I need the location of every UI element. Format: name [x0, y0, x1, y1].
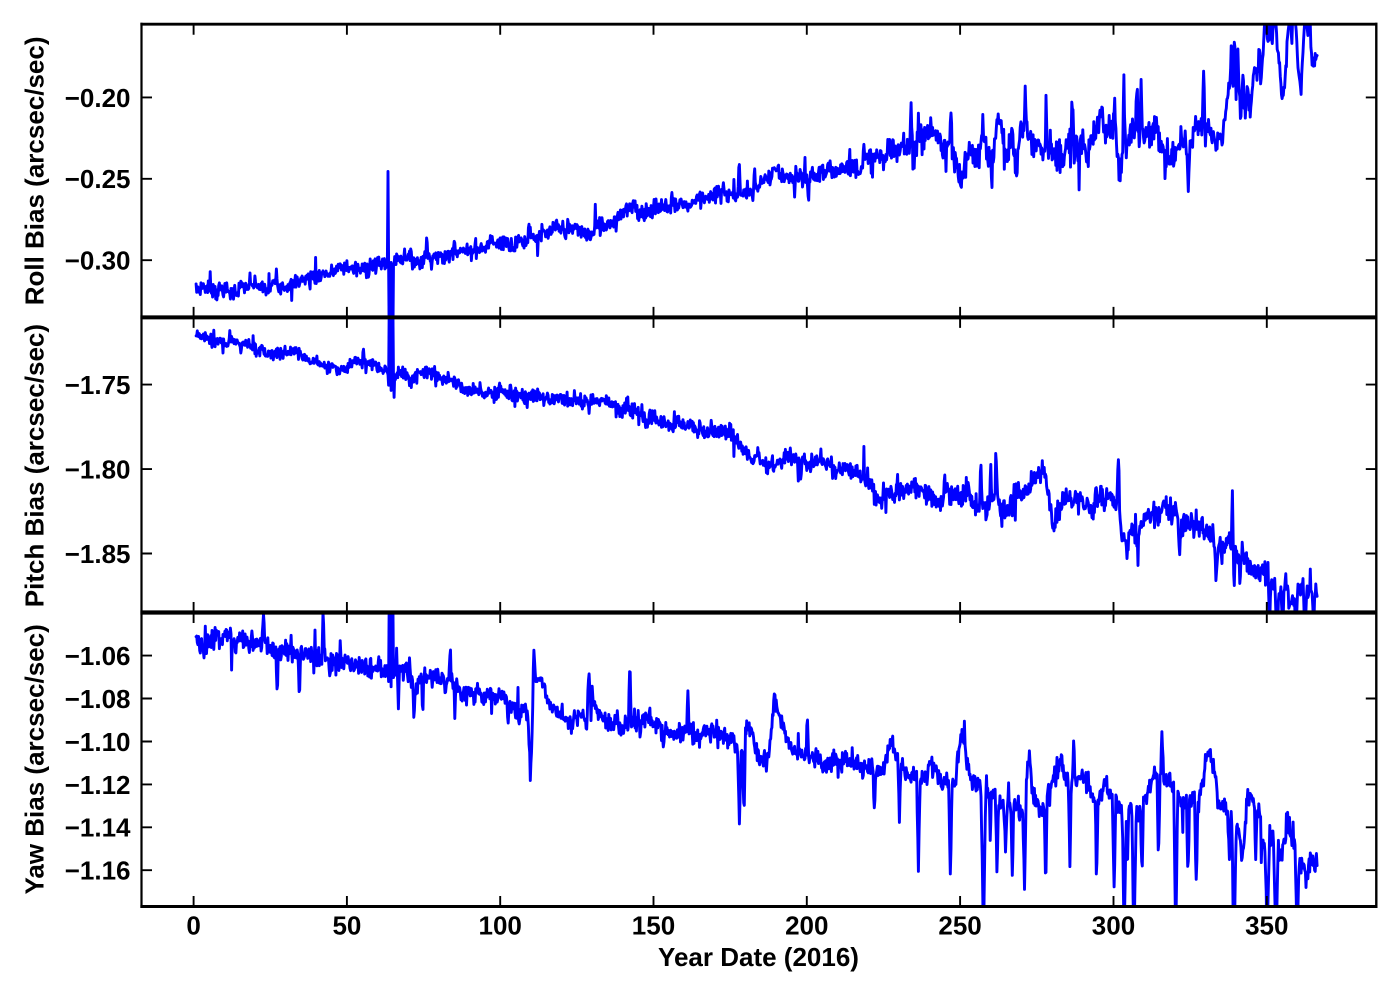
svg-text:−0.20: −0.20 [65, 83, 131, 113]
svg-text:Pitch Bias (arcsec/sec): Pitch Bias (arcsec/sec) [20, 324, 50, 607]
svg-text:−0.25: −0.25 [65, 164, 131, 194]
svg-text:200: 200 [785, 911, 828, 941]
svg-text:Year Date (2016): Year Date (2016) [658, 942, 859, 972]
svg-text:−1.80: −1.80 [65, 455, 131, 485]
svg-text:−1.75: −1.75 [65, 370, 131, 400]
svg-text:−1.08: −1.08 [65, 684, 131, 714]
svg-text:−1.14: −1.14 [65, 813, 131, 843]
svg-text:−0.30: −0.30 [65, 246, 131, 276]
svg-text:250: 250 [938, 911, 981, 941]
svg-text:150: 150 [632, 911, 675, 941]
svg-text:−1.85: −1.85 [65, 539, 131, 569]
svg-text:350: 350 [1245, 911, 1288, 941]
svg-text:50: 50 [332, 911, 361, 941]
svg-text:0: 0 [186, 911, 200, 941]
svg-text:−1.16: −1.16 [65, 856, 131, 886]
svg-text:Yaw Bias (arcsec/sec): Yaw Bias (arcsec/sec) [20, 624, 50, 894]
svg-text:300: 300 [1092, 911, 1135, 941]
svg-text:−1.06: −1.06 [65, 641, 131, 671]
svg-text:−1.12: −1.12 [65, 770, 131, 800]
svg-text:−1.10: −1.10 [65, 727, 131, 757]
svg-text:Roll Bias (arcsec/sec): Roll Bias (arcsec/sec) [20, 36, 50, 305]
svg-text:100: 100 [479, 911, 522, 941]
